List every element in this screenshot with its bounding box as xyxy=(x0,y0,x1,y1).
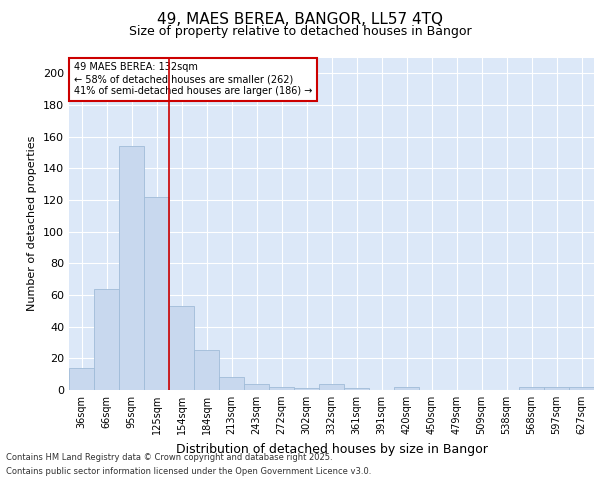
Text: 49, MAES BEREA, BANGOR, LL57 4TQ: 49, MAES BEREA, BANGOR, LL57 4TQ xyxy=(157,12,443,28)
Bar xyxy=(294,388,319,390)
Bar xyxy=(569,387,594,390)
Bar xyxy=(544,387,569,390)
Bar xyxy=(69,368,94,390)
Bar xyxy=(94,288,119,390)
Y-axis label: Number of detached properties: Number of detached properties xyxy=(28,136,37,312)
Bar xyxy=(119,146,144,390)
Bar xyxy=(319,384,344,390)
Text: Size of property relative to detached houses in Bangor: Size of property relative to detached ho… xyxy=(128,25,472,38)
Bar xyxy=(194,350,219,390)
X-axis label: Distribution of detached houses by size in Bangor: Distribution of detached houses by size … xyxy=(176,442,487,456)
Text: 49 MAES BEREA: 132sqm
← 58% of detached houses are smaller (262)
41% of semi-det: 49 MAES BEREA: 132sqm ← 58% of detached … xyxy=(74,62,313,96)
Bar xyxy=(394,387,419,390)
Text: Contains HM Land Registry data © Crown copyright and database right 2025.: Contains HM Land Registry data © Crown c… xyxy=(6,454,332,462)
Bar xyxy=(344,388,369,390)
Text: Contains public sector information licensed under the Open Government Licence v3: Contains public sector information licen… xyxy=(6,467,371,476)
Bar xyxy=(219,378,244,390)
Bar xyxy=(144,197,169,390)
Bar xyxy=(244,384,269,390)
Bar xyxy=(269,387,294,390)
Bar xyxy=(519,387,544,390)
Bar xyxy=(169,306,194,390)
